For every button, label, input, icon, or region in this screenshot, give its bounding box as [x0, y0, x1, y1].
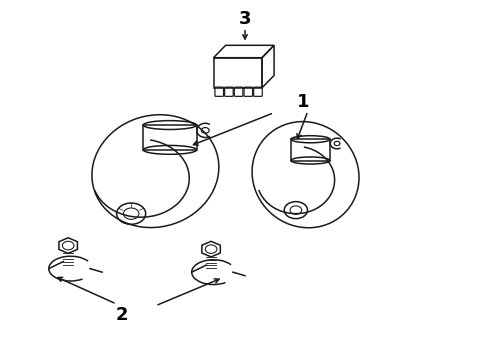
Text: 2: 2 — [115, 306, 128, 324]
Text: 1: 1 — [297, 93, 309, 111]
Text: 3: 3 — [239, 10, 251, 28]
